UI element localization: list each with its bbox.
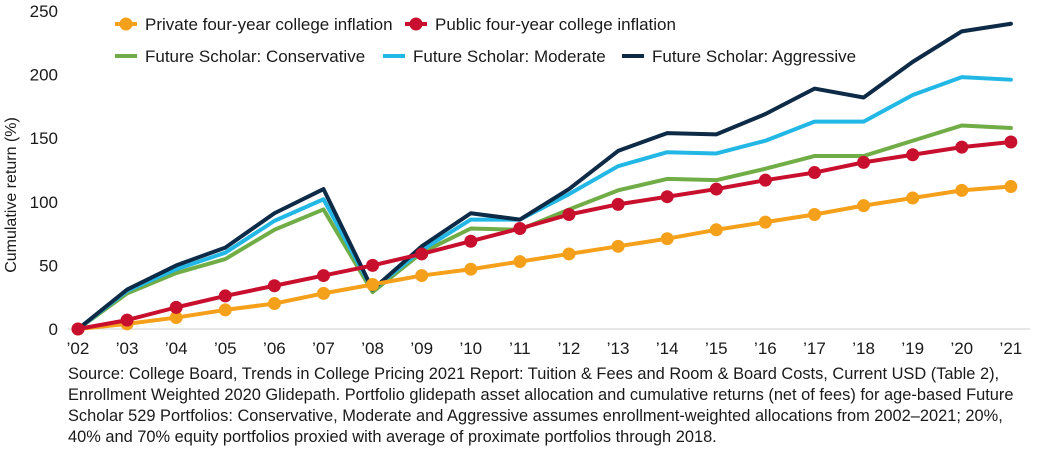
y-tick-label: 250 xyxy=(30,2,58,21)
data-point xyxy=(857,199,871,213)
data-point xyxy=(169,311,183,325)
x-tick-label: ’08 xyxy=(361,339,384,358)
data-point xyxy=(1004,180,1018,194)
data-point xyxy=(366,258,380,272)
x-tick-label: ’15 xyxy=(705,339,728,358)
data-point xyxy=(758,173,772,187)
x-tick-label: ’14 xyxy=(656,339,679,358)
data-point xyxy=(660,232,674,246)
data-point xyxy=(906,148,920,162)
data-point xyxy=(267,279,281,293)
y-tick-label: 200 xyxy=(30,66,58,85)
data-point xyxy=(955,183,969,197)
data-point xyxy=(562,208,576,222)
x-tick-label: ’12 xyxy=(558,339,581,358)
data-point xyxy=(120,313,134,327)
data-point xyxy=(1004,135,1018,149)
legend-label: Future Scholar: Conservative xyxy=(145,47,365,66)
data-point xyxy=(464,234,478,248)
data-point xyxy=(317,286,330,300)
x-tick-label: ’03 xyxy=(116,339,139,358)
x-tick-label: ’20 xyxy=(950,339,973,358)
data-point xyxy=(955,140,969,154)
data-point xyxy=(415,269,429,283)
data-point xyxy=(562,247,576,261)
data-point xyxy=(660,190,674,204)
line-chart: Cumulative return (%) 0 50 100 150 200 250 ’0… xyxy=(3,2,1030,358)
data-point xyxy=(513,255,527,269)
y-axis-label: Cumulative return (%) xyxy=(3,117,20,273)
data-point xyxy=(513,222,527,236)
source-note: Source: College Board, Trends in College… xyxy=(68,365,1014,446)
data-point xyxy=(808,208,821,222)
x-axis-ticks: ’02 ’03 ’04 ’05 ’06 ’07 ’08 ’09 ’10 ’11 ’12 ’13 ’14 ’… xyxy=(67,339,1023,358)
legend: Private four-year college inflation Publi… xyxy=(115,15,856,66)
y-tick-label: 100 xyxy=(30,193,58,212)
data-point xyxy=(317,269,330,283)
data-point xyxy=(611,197,625,211)
data-point xyxy=(709,182,723,196)
legend-label: Future Scholar: Moderate xyxy=(413,47,606,66)
data-point xyxy=(218,289,232,303)
y-tick-label: 50 xyxy=(39,256,58,275)
x-tick-label: ’16 xyxy=(754,339,777,358)
series-layer xyxy=(71,21,1018,336)
data-point xyxy=(906,191,920,205)
x-tick-label: ’02 xyxy=(67,339,90,358)
legend-swatch-marker xyxy=(409,17,423,31)
data-point xyxy=(611,239,625,253)
data-point xyxy=(71,322,85,336)
x-tick-label: ’05 xyxy=(214,339,237,358)
data-point xyxy=(464,262,478,276)
x-tick-label: ’04 xyxy=(165,339,188,358)
y-axis-ticks: 0 50 100 150 200 250 xyxy=(30,2,58,339)
data-point xyxy=(709,223,723,237)
y-tick-label: 0 xyxy=(49,320,58,339)
x-tick-label: ’17 xyxy=(803,339,826,358)
x-tick-label: ’11 xyxy=(509,339,530,358)
x-tick-label: ’19 xyxy=(901,339,924,358)
x-tick-label: ’13 xyxy=(607,339,630,358)
data-point xyxy=(267,297,281,311)
series-line xyxy=(76,75,1013,331)
legend-swatch-marker xyxy=(119,17,133,31)
legend-label: Public four-year college inflation xyxy=(435,15,676,34)
y-tick-label: 150 xyxy=(30,129,58,148)
x-tick-label: ’21 xyxy=(1000,339,1023,358)
series-line xyxy=(76,184,1013,331)
x-tick-label: ’09 xyxy=(410,339,433,358)
series-line xyxy=(76,140,1013,331)
x-tick-label: ’06 xyxy=(263,339,286,358)
data-point xyxy=(857,155,871,169)
data-point xyxy=(366,277,380,291)
data-point xyxy=(415,247,429,261)
data-point xyxy=(808,166,821,180)
data-point xyxy=(218,303,232,317)
data-point xyxy=(758,215,772,229)
x-tick-label: ’07 xyxy=(312,339,335,358)
data-point xyxy=(169,300,183,314)
legend-label: Future Scholar: Aggressive xyxy=(652,47,856,66)
x-tick-label: ’18 xyxy=(852,339,875,358)
series-line xyxy=(76,21,1013,331)
x-tick-label: ’10 xyxy=(459,339,482,358)
legend-label: Private four-year college inflation xyxy=(145,15,393,34)
